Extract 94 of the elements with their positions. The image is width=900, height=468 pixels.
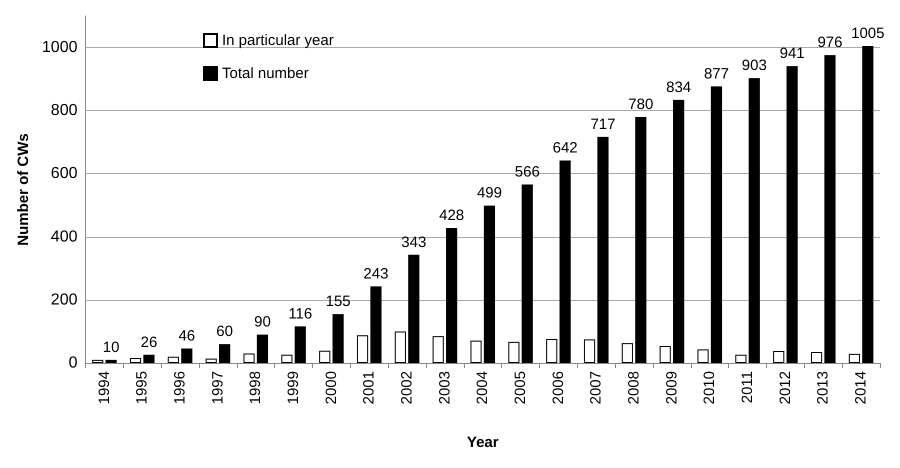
bar [673, 100, 684, 363]
bar [256, 334, 268, 363]
x-tick-label: 2013 [814, 371, 832, 404]
bar [332, 314, 344, 363]
data-label: 976 [817, 34, 842, 52]
data-label: 116 [288, 305, 312, 322]
x-tick-label: 2005 [512, 371, 530, 404]
data-label: 10 [102, 338, 120, 356]
bar [508, 342, 520, 363]
data-label: 1005 [851, 24, 884, 42]
x-tick-label: 2002 [398, 371, 416, 404]
data-label: 499 [476, 184, 502, 202]
data-label: 90 [254, 314, 271, 331]
data-label: 243 [363, 265, 388, 282]
bar [597, 136, 609, 363]
x-tick-label: 2012 [776, 371, 794, 404]
bar [356, 335, 368, 363]
bar [181, 348, 192, 363]
x-tick-label: 2014 [852, 371, 870, 404]
x-tick-label: 2007 [588, 371, 605, 404]
x-tick-label: 2001 [360, 371, 378, 404]
bar [408, 254, 420, 363]
x-tick-label: 1998 [247, 371, 264, 404]
data-label: 60 [216, 323, 233, 340]
bar [370, 286, 382, 363]
x-tick-label: 2006 [550, 371, 567, 404]
bar [294, 326, 306, 363]
x-tick-label: 2011 [739, 371, 756, 404]
bar [710, 86, 722, 363]
bar [130, 358, 142, 363]
bar [622, 343, 633, 363]
bar [243, 354, 255, 363]
bar [824, 55, 836, 363]
data-label: 343 [401, 234, 426, 251]
y-tick-label: 800 [50, 102, 78, 120]
x-tick-label: 1995 [134, 371, 151, 404]
data-label: 903 [742, 57, 767, 74]
bar [522, 184, 533, 363]
data-label: 566 [514, 163, 540, 180]
bar [106, 360, 117, 363]
data-label: 717 [590, 116, 616, 133]
bar [560, 160, 571, 363]
bar [660, 346, 671, 363]
bar [394, 331, 406, 363]
bar [584, 339, 596, 363]
data-label: 155 [326, 293, 351, 310]
bar [735, 354, 746, 363]
bar [848, 354, 860, 363]
x-tick-label: 1999 [285, 371, 302, 404]
bar [470, 340, 482, 363]
data-label: 642 [552, 139, 578, 156]
data-label: 780 [628, 96, 654, 113]
y-tick-label: 200 [50, 291, 78, 308]
x-tick-label: 2008 [626, 371, 643, 404]
bar [446, 228, 458, 363]
x-tick-label: 2010 [701, 371, 718, 404]
data-label: 428 [439, 206, 464, 224]
bar [168, 356, 179, 363]
data-label: 941 [780, 45, 805, 62]
bar [862, 46, 874, 363]
x-tick-label: 1996 [172, 371, 189, 404]
y-tick-label: 400 [50, 228, 78, 246]
y-axis-title: Number of CWs [15, 133, 32, 246]
bar [748, 78, 760, 363]
x-tick-label: 2000 [322, 371, 340, 404]
bar [635, 116, 646, 363]
y-tick-label: 600 [50, 165, 78, 182]
bar [92, 360, 104, 363]
data-label: 46 [178, 327, 196, 344]
bar [319, 350, 330, 363]
bar [484, 206, 496, 363]
x-tick-label: 2009 [663, 371, 680, 404]
x-tick-label: 2004 [474, 371, 492, 404]
legend-label: Total number [222, 65, 309, 82]
legend-label: In particular year [222, 32, 334, 49]
x-axis-title: Year [466, 434, 499, 451]
x-tick-label: 1994 [96, 371, 113, 404]
bar [432, 336, 444, 363]
bar [810, 352, 822, 363]
y-tick-label: 1000 [42, 39, 78, 56]
data-label: 834 [666, 78, 692, 96]
y-tick-label: 0 [68, 354, 78, 372]
bar [206, 358, 217, 363]
bar [281, 354, 292, 363]
bar [773, 351, 784, 363]
bar [219, 344, 230, 363]
bar [697, 349, 709, 363]
x-tick-label: 2003 [436, 371, 454, 404]
bar [546, 339, 558, 363]
bar [143, 354, 155, 363]
data-label: 26 [140, 334, 158, 351]
bar [786, 66, 798, 363]
data-label: 877 [704, 65, 729, 82]
x-tick-label: 1997 [209, 371, 226, 404]
